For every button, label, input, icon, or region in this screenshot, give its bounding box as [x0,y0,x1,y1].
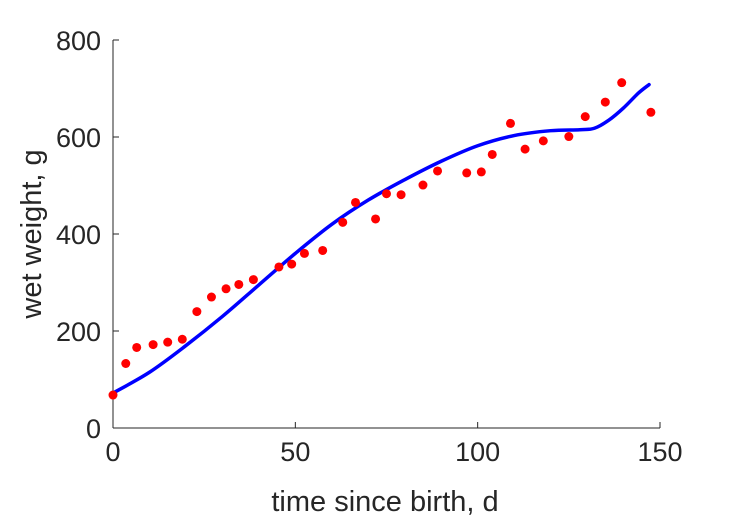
data-point [600,97,610,107]
data-point [338,217,348,227]
data-point [396,190,406,200]
data-point [382,189,391,199]
data-point [433,166,443,176]
data-point [274,262,284,272]
y-axis-title: wet weight, g [16,149,48,319]
y-tick-label: 0 [86,414,101,444]
data-point [206,292,216,302]
data-point [192,307,202,317]
x-tick-label: 50 [280,437,310,467]
x-tick-label: 150 [637,437,682,467]
data-point [287,259,297,269]
data-point [520,144,530,154]
y-tick-label: 400 [56,220,101,250]
data-point [148,340,158,350]
data-point [538,136,548,146]
fit-line [111,82,651,395]
data-point [487,149,497,159]
data-point [221,284,231,294]
fit-curve [111,82,651,395]
data-point [121,358,131,368]
data-point [617,78,627,88]
data-point [299,248,309,258]
data-point [108,390,118,400]
data-point [248,275,258,285]
data-point [505,118,515,128]
data-point [580,112,590,122]
data-point [646,107,656,117]
axes: 0 50 100 150 0 200 400 600 800 [56,26,683,467]
data-point [564,132,574,142]
data-point [132,342,142,352]
data-points [108,78,656,400]
data-point [476,167,486,177]
x-axis-title: time since birth, d [271,486,498,518]
y-tick-label: 200 [56,317,101,347]
data-point [371,214,381,224]
data-point [351,197,361,207]
data-point [177,334,187,344]
data-point [163,337,173,347]
x-tick-label: 100 [455,437,500,467]
data-point [418,180,428,190]
data-point [234,279,244,289]
data-point [462,168,472,178]
y-tick-label: 800 [56,26,101,56]
y-tick-label: 600 [56,123,101,153]
data-point [318,245,328,255]
x-tick-label: 0 [105,437,120,467]
